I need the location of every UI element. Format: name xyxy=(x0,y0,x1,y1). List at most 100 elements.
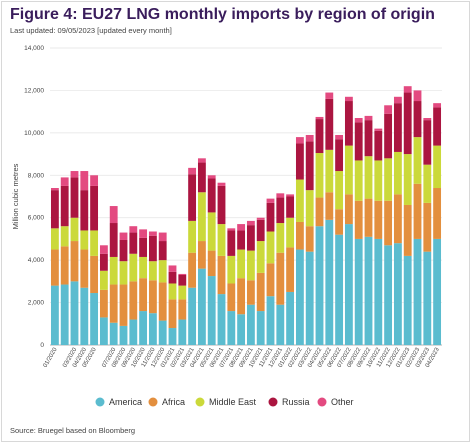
y-tick-label: 14,000 xyxy=(24,45,44,52)
bar-segment-middle-east xyxy=(403,154,412,205)
legend-label: Russia xyxy=(282,397,310,407)
bar-segment-other xyxy=(335,134,344,140)
source-note: Source: Bruegel based on Bloomberg xyxy=(10,426,136,435)
bar-segment-america xyxy=(90,293,99,345)
bar-segment-russia xyxy=(335,139,344,172)
bar-segment-other xyxy=(305,134,314,142)
y-tick-label: 8,000 xyxy=(28,172,45,179)
last-updated-note: Last updated: 09/05/2023 [updated every … xyxy=(10,26,172,35)
bar-segment-america xyxy=(393,243,402,345)
bar-segment-america xyxy=(178,319,187,345)
bar-segment-other xyxy=(423,118,432,121)
bar-segment-russia xyxy=(139,237,148,257)
bar-segment-middle-east xyxy=(344,145,353,195)
bar-segment-america xyxy=(60,284,69,345)
bar-segment-middle-east xyxy=(60,226,69,247)
bar-segment-america xyxy=(286,291,295,345)
bar-segment-middle-east xyxy=(325,149,334,193)
bar-segment-middle-east xyxy=(335,171,344,210)
bar-segment-middle-east xyxy=(256,241,265,273)
bar-segment-america xyxy=(139,311,148,345)
bar-segment-other xyxy=(188,167,197,175)
bar-segment-russia xyxy=(315,119,324,154)
bar-segment-america xyxy=(109,322,118,345)
bar-segment-russia xyxy=(217,185,226,225)
bar-segment-africa xyxy=(393,194,402,244)
bar-segment-africa xyxy=(139,278,148,312)
bar-segment-america xyxy=(227,311,236,345)
grid-lines xyxy=(50,47,442,346)
bar-segment-russia xyxy=(276,197,285,224)
bar-segment-other xyxy=(276,193,285,198)
x-tick-label: 01/2020 xyxy=(43,346,59,368)
bar-segment-africa xyxy=(266,263,275,297)
bar-segment-america xyxy=(423,251,432,345)
bar-segment-america xyxy=(148,313,157,345)
legend-label: America xyxy=(109,397,142,407)
legend-swatch xyxy=(148,397,158,407)
bar-segment-america xyxy=(188,287,197,345)
bar-segment-middle-east xyxy=(129,253,138,282)
bar-segment-africa xyxy=(354,200,363,239)
bar-segment-america xyxy=(207,276,216,345)
bar-segment-america xyxy=(335,234,344,345)
bar-segment-other xyxy=(168,265,177,272)
bar-segment-russia xyxy=(423,120,432,165)
bar-segment-russia xyxy=(393,103,402,152)
bar-segment-other xyxy=(393,96,402,104)
bar-segment-africa xyxy=(168,299,177,329)
legend-swatch xyxy=(317,397,327,407)
bar-segment-middle-east xyxy=(374,160,383,201)
bar-segment-other xyxy=(354,118,363,123)
bar-segment-russia xyxy=(256,219,265,242)
figure-title: Figure 4: EU27 LNG monthly imports by re… xyxy=(10,6,435,23)
bar-segment-russia xyxy=(119,239,128,262)
bar-segment-africa xyxy=(374,200,383,239)
bar-segment-middle-east xyxy=(413,137,422,184)
bar-segment-russia xyxy=(237,230,246,250)
bar-segment-other xyxy=(227,228,236,231)
bar-segment-middle-east xyxy=(109,256,118,285)
bar-segment-middle-east xyxy=(384,158,393,201)
bar-segment-other xyxy=(50,188,59,191)
bar-segment-middle-east xyxy=(197,192,206,242)
bar-segment-other xyxy=(139,229,148,238)
bar-segment-africa xyxy=(433,188,442,239)
legend-swatch xyxy=(195,397,205,407)
bar-segment-other xyxy=(148,231,157,236)
bar-segment-other xyxy=(60,177,69,186)
bar-segment-russia xyxy=(325,98,334,150)
bar-segment-africa xyxy=(246,280,255,305)
bar-segment-africa xyxy=(403,204,412,256)
bar-segment-other xyxy=(403,86,412,93)
bar-segment-other xyxy=(129,226,138,233)
bar-segment-america xyxy=(374,238,383,345)
bar-segment-other xyxy=(207,175,216,179)
bar-segment-america xyxy=(403,255,412,345)
legend-label: Middle East xyxy=(209,397,257,407)
bar-segment-russia xyxy=(246,225,255,251)
bar-segment-middle-east xyxy=(393,151,402,195)
bar-segment-america xyxy=(129,319,138,345)
bar-segment-russia xyxy=(364,120,373,157)
bar-segment-russia xyxy=(80,190,89,231)
bar-segment-middle-east xyxy=(178,285,187,300)
y-tick-label: 6,000 xyxy=(28,215,45,222)
bar-segment-africa xyxy=(286,247,295,292)
bar-segment-other xyxy=(178,273,187,275)
bar-segment-other xyxy=(364,115,373,121)
bar-segment-africa xyxy=(70,241,79,282)
bar-segment-other xyxy=(374,128,383,131)
bar-segment-middle-east xyxy=(433,145,442,189)
bar-segment-america xyxy=(80,287,89,345)
bar-segment-other xyxy=(256,217,265,220)
bar-segment-other xyxy=(197,158,206,163)
bar-segment-africa xyxy=(178,299,187,320)
bar-segment-russia xyxy=(384,113,393,159)
bar-segment-america xyxy=(119,325,128,345)
y-tick-label: 10,000 xyxy=(24,130,44,137)
bar-segment-other xyxy=(315,116,324,120)
bar-segment-russia xyxy=(178,274,187,286)
legend-label: Africa xyxy=(162,397,185,407)
